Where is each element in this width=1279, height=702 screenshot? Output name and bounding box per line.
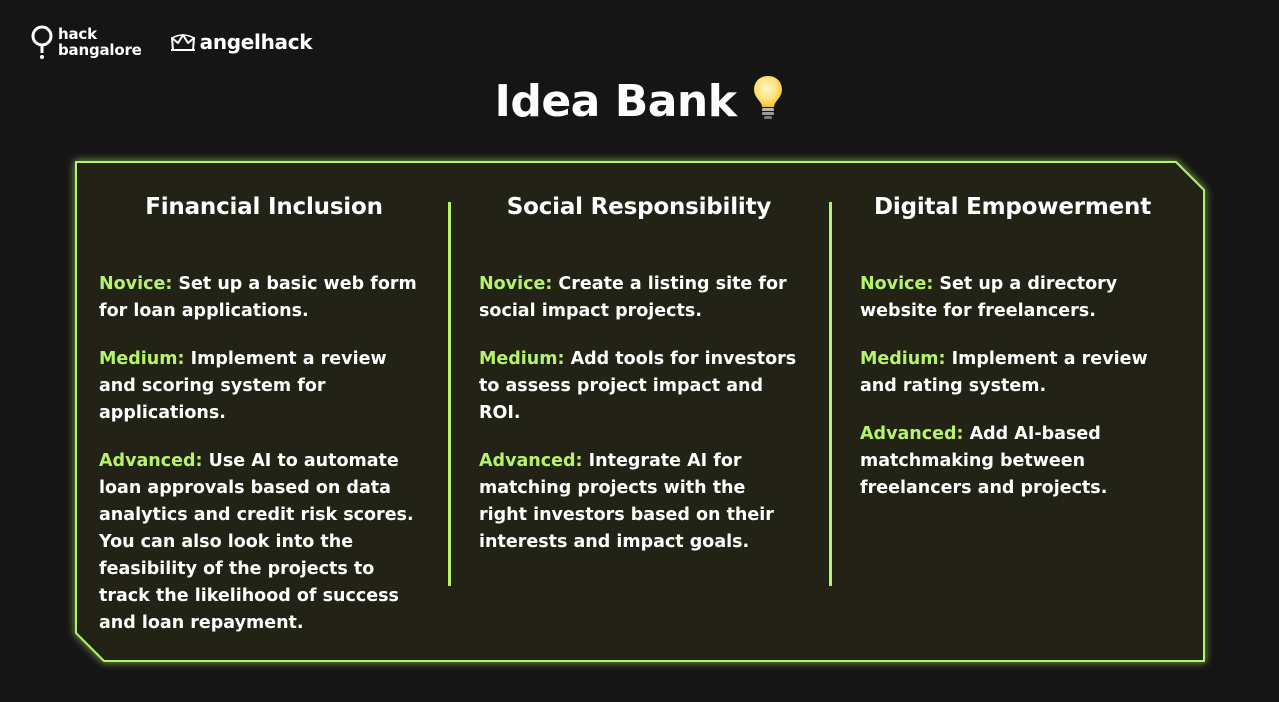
page-title-text: Idea Bank	[494, 76, 737, 127]
column-title: Social Responsibility	[506, 194, 772, 220]
novice-text: Create a listing site for social impact …	[479, 274, 787, 321]
medium-text: Add tools for investors to assess projec…	[479, 349, 797, 423]
novice-text: Set up a directory website for freelance…	[860, 274, 1118, 321]
column-social-responsibility: Social Responsibility Novice: Create a l…	[479, 190, 799, 556]
column-digital-empowerment: Digital Empowerment Novice: Set up a dir…	[860, 190, 1180, 502]
advanced-text: Add AI-based matchmaking between freelan…	[860, 424, 1108, 498]
advanced-text: Use AI to automate loan approvals based …	[99, 451, 414, 633]
hack-logo-line1: hack	[58, 25, 97, 43]
column-title: Digital Empowerment	[874, 194, 1151, 220]
novice-item: Novice: Set up a basic web form for loan…	[99, 271, 429, 325]
novice-item: Novice: Set up a directory website for f…	[860, 271, 1180, 325]
medium-item: Medium: Implement a review and scoring s…	[99, 346, 429, 427]
hack-logo-line2: bangalore	[58, 41, 142, 59]
page-title: Idea Bank	[0, 72, 1279, 132]
advanced-label: Advanced:	[479, 451, 583, 471]
angelhack-logo: angelhack	[168, 30, 313, 54]
novice-label: Novice:	[479, 274, 553, 294]
column-divider-1	[448, 202, 451, 586]
advanced-label: Advanced:	[860, 424, 964, 444]
advanced-label: Advanced:	[99, 451, 203, 471]
column-title: Financial Inclusion	[145, 194, 383, 220]
medium-text: Implement a review and scoring system fo…	[99, 349, 387, 423]
column-financial-inclusion: Financial Inclusion Novice: Set up a bas…	[99, 190, 429, 637]
crown-icon	[170, 34, 195, 51]
advanced-item: Advanced: Integrate AI for matching proj…	[479, 448, 799, 556]
hack-bangalore-logo: hack bangalore	[30, 24, 142, 60]
novice-label: Novice:	[99, 274, 173, 294]
advanced-item: Advanced: Add AI-based matchmaking betwe…	[860, 421, 1180, 502]
medium-item: Medium: Implement a review and rating sy…	[860, 346, 1180, 400]
medium-item: Medium: Add tools for investors to asses…	[479, 346, 799, 427]
advanced-text: Integrate AI for matching projects with …	[479, 451, 774, 552]
advanced-item: Advanced: Use AI to automate loan approv…	[99, 448, 429, 637]
map-pin-icon	[31, 25, 53, 59]
angelhack-label: angelhack	[199, 30, 313, 54]
medium-label: Medium:	[479, 349, 565, 369]
header-logos: hack bangalore angelhack	[30, 24, 313, 60]
medium-label: Medium:	[99, 349, 185, 369]
novice-item: Novice: Create a listing site for social…	[479, 271, 799, 325]
novice-text: Set up a basic web form for loan applica…	[99, 274, 417, 321]
medium-label: Medium:	[860, 349, 946, 369]
column-divider-2	[829, 202, 832, 586]
medium-text: Implement a review and rating system.	[860, 349, 1148, 396]
novice-label: Novice:	[860, 274, 934, 294]
lightbulb-icon	[753, 76, 782, 119]
